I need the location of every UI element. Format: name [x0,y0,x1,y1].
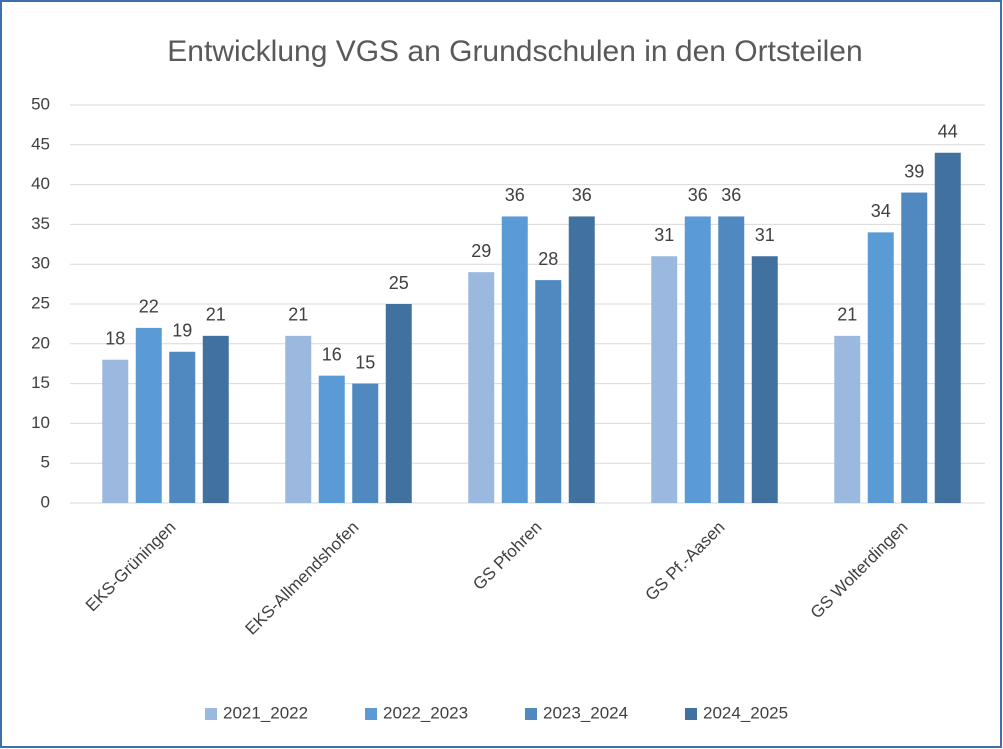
data-label: 44 [938,122,958,142]
y-tick-label: 50 [31,94,50,113]
bar [285,335,312,503]
data-label: 36 [688,185,708,205]
bar [684,216,711,503]
y-tick-label: 10 [31,413,50,432]
data-label: 15 [355,352,375,372]
bar [751,256,778,503]
chart-title: Entwicklung VGS an Grundschulen in den O… [167,35,862,68]
data-label: 28 [538,249,558,269]
bar [651,256,678,503]
y-tick-label: 30 [31,254,50,273]
bar [934,152,961,503]
legend-swatch [205,708,217,720]
bar [718,216,745,503]
legend-swatch [685,708,697,720]
y-tick-label: 20 [31,333,50,352]
data-label: 39 [904,161,924,181]
y-tick-label: 5 [41,453,50,472]
legend-label: 2022_2023 [383,703,468,722]
bar [385,304,412,503]
bar [867,232,894,504]
data-label: 36 [721,185,741,205]
legend-label: 2024_2025 [703,703,788,722]
data-label: 19 [172,321,192,341]
data-label: 36 [572,185,592,205]
y-tick-label: 25 [31,293,50,312]
data-label: 34 [871,201,891,221]
bar [135,327,162,503]
bar [568,216,595,503]
bar [169,351,196,503]
data-label: 36 [505,185,525,205]
bar [501,216,528,503]
data-label: 25 [389,273,409,293]
data-label: 21 [288,305,308,325]
legend-label: 2023_2024 [543,703,628,722]
y-tick-label: 15 [31,373,50,392]
data-label: 21 [837,305,857,325]
bar [102,359,129,503]
bar [535,280,562,503]
legend-label: 2021_2022 [223,703,308,722]
data-label: 16 [322,344,342,364]
legend-swatch [525,708,537,720]
data-label: 18 [105,328,125,348]
data-label: 31 [654,225,674,245]
bar [468,272,495,503]
bar [901,192,928,503]
bar [352,383,379,503]
bar [318,375,345,503]
data-label: 21 [206,305,226,325]
data-label: 22 [139,297,159,317]
y-tick-label: 40 [31,174,50,193]
y-tick-label: 35 [31,214,50,233]
data-label: 29 [471,241,491,261]
data-label: 31 [755,225,775,245]
y-tick-label: 45 [31,134,50,153]
legend-swatch [365,708,377,720]
y-tick-label: 0 [41,492,50,511]
bar [202,335,229,503]
bar [834,335,861,503]
